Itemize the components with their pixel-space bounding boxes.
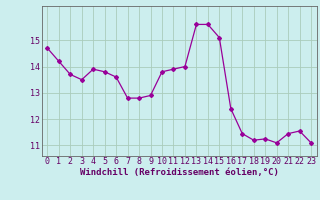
X-axis label: Windchill (Refroidissement éolien,°C): Windchill (Refroidissement éolien,°C) [80, 168, 279, 177]
